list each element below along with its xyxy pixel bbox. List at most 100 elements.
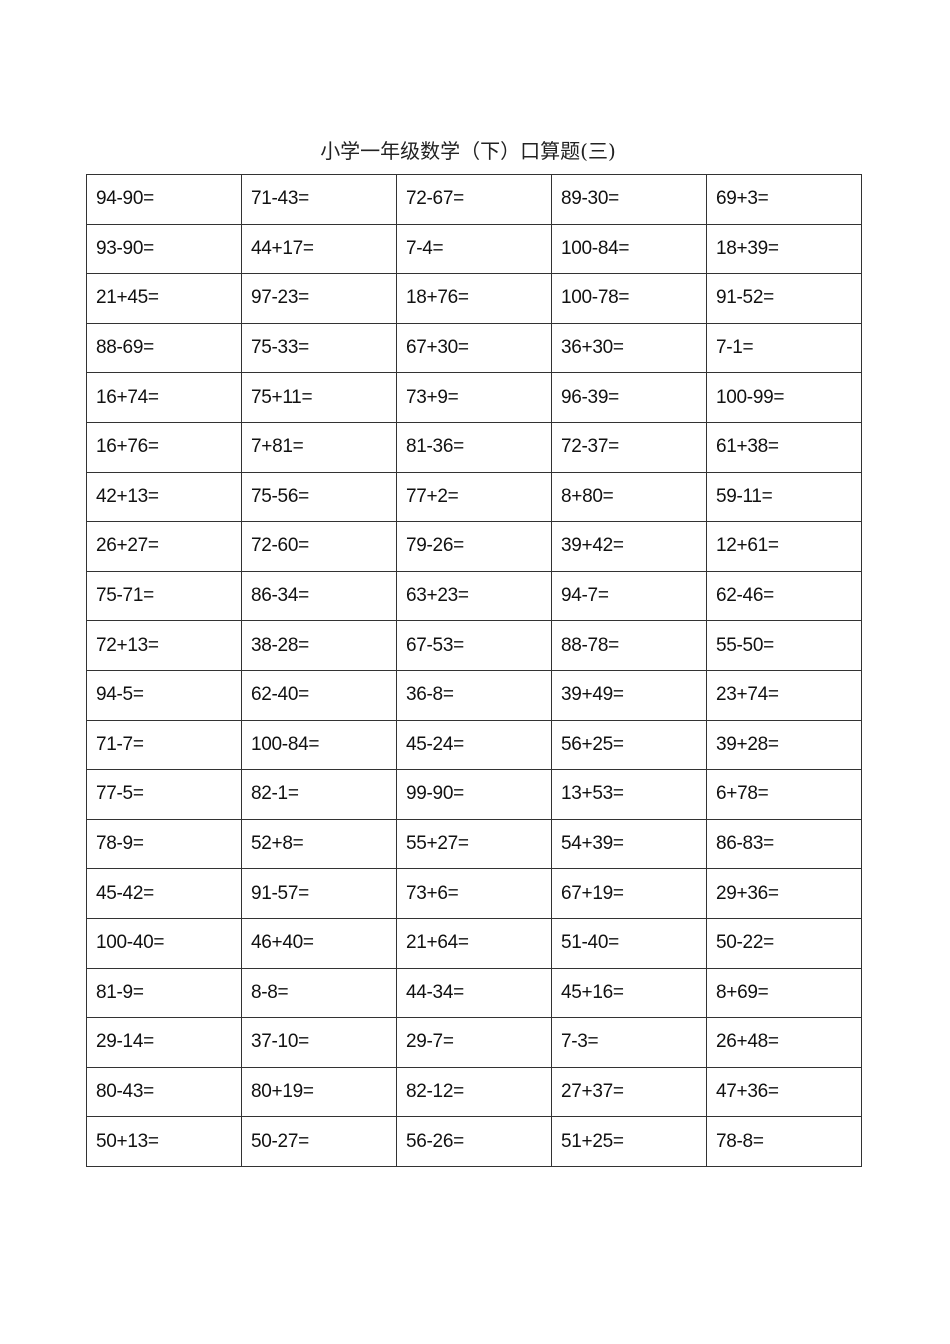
problem-cell: 26+27= (86, 521, 242, 572)
problem-cell: 16+76= (86, 421, 242, 473)
problem-cell: 73+6= (396, 868, 552, 919)
problem-cell: 75+11= (241, 372, 397, 423)
table-row: 100-40= 46+40= 21+64= 51-40= 50-22= (86, 917, 862, 969)
problem-cell: 16+74= (86, 372, 242, 423)
problem-cell: 59-11= (706, 471, 862, 523)
problem-cell: 13+53= (551, 769, 707, 820)
table-row: 29-14= 37-10= 29-7= 7-3= 26+48= (86, 1017, 862, 1068)
table-row: 16+74= 75+11= 73+9= 96-39= 100-99= (86, 372, 862, 423)
problem-cell: 80+19= (241, 1066, 397, 1118)
table-row: 81-9= 8-8= 44-34= 45+16= 8+69= (86, 967, 862, 1019)
problem-cell: 45-42= (86, 868, 242, 919)
problem-cell: 72-60= (241, 521, 397, 572)
table-row: 80-43= 80+19= 82-12= 27+37= 47+36= (86, 1066, 862, 1118)
table-row: 50+13= 50-27= 56-26= 51+25= 78-8= (86, 1116, 862, 1167)
problem-cell: 80-43= (86, 1066, 242, 1118)
problem-cell: 55+27= (396, 818, 552, 870)
problem-cell: 45-24= (396, 719, 552, 771)
problem-cell: 7+81= (241, 421, 397, 473)
problem-cell: 7-3= (551, 1017, 707, 1068)
problem-cell: 97-23= (241, 273, 397, 324)
problem-cell: 100-40= (86, 917, 242, 969)
problem-cell: 72+13= (86, 620, 242, 671)
problem-cell: 91-52= (706, 273, 862, 324)
problem-cell: 36+30= (551, 322, 707, 374)
problem-cell: 67+19= (551, 868, 707, 919)
problem-cell: 77-5= (86, 769, 242, 820)
problem-cell: 75-71= (86, 570, 242, 622)
problem-cell: 72-37= (551, 421, 707, 473)
problem-cell: 46+40= (241, 917, 397, 969)
problem-cell: 7-1= (706, 322, 862, 374)
problem-cell: 26+48= (706, 1017, 862, 1068)
problem-cell: 8-8= (241, 967, 397, 1019)
problem-cell: 6+78= (706, 769, 862, 820)
problem-cell: 88-69= (86, 322, 242, 374)
problem-cell: 75-56= (241, 471, 397, 523)
problem-cell: 50-27= (241, 1116, 397, 1167)
table-row: 77-5= 82-1= 99-90= 13+53= 6+78= (86, 769, 862, 820)
problem-cell: 82-12= (396, 1066, 552, 1118)
problem-cell: 52+8= (241, 818, 397, 870)
problem-cell: 29-14= (86, 1017, 242, 1068)
problem-cell: 27+37= (551, 1066, 707, 1118)
problem-cell: 8+80= (551, 471, 707, 523)
problem-cell: 89-30= (551, 174, 707, 225)
problem-cell: 72-67= (396, 174, 552, 225)
problem-cell: 55-50= (706, 620, 862, 671)
problem-cell: 45+16= (551, 967, 707, 1019)
problem-cell: 71-7= (86, 719, 242, 771)
problem-cell: 39+49= (551, 669, 707, 721)
problem-cell: 44-34= (396, 967, 552, 1019)
problem-cell: 29+36= (706, 868, 862, 919)
problem-cell: 21+45= (86, 273, 242, 324)
problem-cell: 100-78= (551, 273, 707, 324)
table-row: 78-9= 52+8= 55+27= 54+39= 86-83= (86, 818, 862, 870)
table-row: 21+45= 97-23= 18+76= 100-78= 91-52= (86, 273, 862, 324)
problem-cell: 93-90= (86, 223, 242, 275)
problem-cell: 69+3= (706, 174, 862, 225)
problem-cell: 73+9= (396, 372, 552, 423)
table-row: 94-5= 62-40= 36-8= 39+49= 23+74= (86, 669, 862, 721)
table-row: 75-71= 86-34= 63+23= 94-7= 62-46= (86, 570, 862, 622)
problem-cell: 50-22= (706, 917, 862, 969)
table-row: 94-90= 71-43= 72-67= 89-30= 69+3= (86, 174, 862, 225)
problem-cell: 94-7= (551, 570, 707, 622)
problem-cell: 51-40= (551, 917, 707, 969)
problem-cell: 71-43= (241, 174, 397, 225)
problem-cell: 39+28= (706, 719, 862, 771)
problem-cell: 42+13= (86, 471, 242, 523)
problem-cell: 77+2= (396, 471, 552, 523)
problem-cell: 86-34= (241, 570, 397, 622)
problem-cell: 7-4= (396, 223, 552, 275)
problem-cell: 78-8= (706, 1116, 862, 1167)
problem-cell: 54+39= (551, 818, 707, 870)
problem-cell: 67-53= (396, 620, 552, 671)
table-row: 45-42= 91-57= 73+6= 67+19= 29+36= (86, 868, 862, 919)
problem-cell: 39+42= (551, 521, 707, 572)
table-row: 88-69= 75-33= 67+30= 36+30= 7-1= (86, 322, 862, 374)
problem-cell: 47+36= (706, 1066, 862, 1118)
problem-cell: 79-26= (396, 521, 552, 572)
problem-cell: 94-90= (86, 174, 242, 225)
problem-cell: 75-33= (241, 322, 397, 374)
problem-cell: 56+25= (551, 719, 707, 771)
problem-cell: 81-36= (396, 421, 552, 473)
problem-cell: 18+76= (396, 273, 552, 324)
problem-cell: 29-7= (396, 1017, 552, 1068)
table-row: 16+76= 7+81= 81-36= 72-37= 61+38= (86, 421, 862, 473)
problem-cell: 23+74= (706, 669, 862, 721)
problem-cell: 12+61= (706, 521, 862, 572)
problem-cell: 88-78= (551, 620, 707, 671)
problem-cell: 82-1= (241, 769, 397, 820)
table-row: 26+27= 72-60= 79-26= 39+42= 12+61= (86, 521, 862, 572)
problem-cell: 37-10= (241, 1017, 397, 1068)
problem-cell: 63+23= (396, 570, 552, 622)
problem-cell: 21+64= (396, 917, 552, 969)
problem-table: 94-90= 71-43= 72-67= 89-30= 69+3= 93-90= 44+17… (86, 174, 862, 1167)
problem-cell: 56-26= (396, 1116, 552, 1167)
problem-cell: 78-9= (86, 818, 242, 870)
problem-cell: 96-39= (551, 372, 707, 423)
table-row: 71-7= 100-84= 45-24= 56+25= 39+28= (86, 719, 862, 771)
problem-cell: 91-57= (241, 868, 397, 919)
